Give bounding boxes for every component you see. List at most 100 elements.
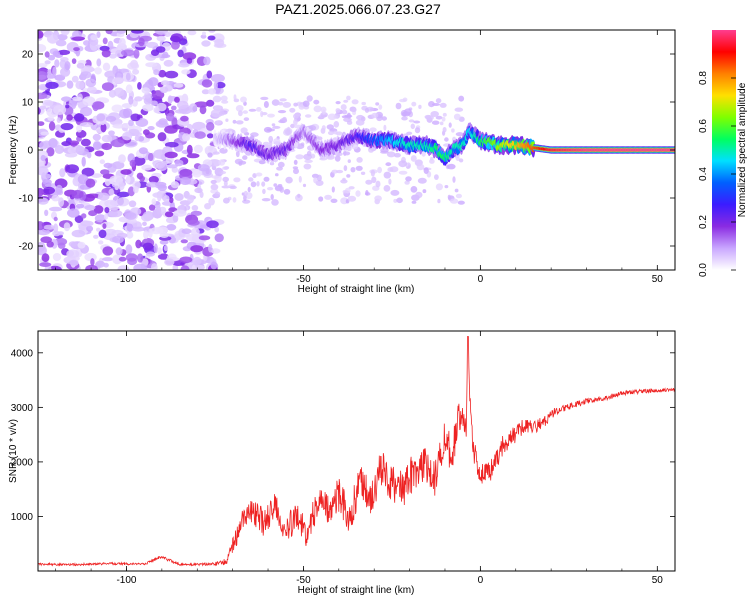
noise-blob	[120, 169, 132, 175]
scatter-blob	[375, 102, 380, 106]
scatter-blob	[214, 191, 221, 197]
noise-blob	[155, 46, 166, 53]
scatter-blob	[321, 125, 326, 131]
noise-blob	[102, 62, 111, 71]
spectrogram-x-axis-label: Height of straight line (km)	[298, 284, 415, 295]
scatter-blob	[255, 107, 262, 112]
scatter-blob	[276, 166, 283, 171]
snr-y-tick-label: 4000	[11, 348, 34, 359]
scatter-blob	[417, 177, 427, 184]
noise-blob	[38, 92, 48, 100]
scatter-blob	[233, 177, 241, 183]
noise-blob	[151, 90, 165, 100]
noise-blob	[212, 105, 223, 111]
scatter-blob	[269, 161, 275, 166]
noise-blob	[172, 214, 179, 223]
noise-blob	[173, 82, 184, 88]
scatter-blob	[327, 113, 337, 121]
noise-blob	[60, 123, 74, 131]
scatter-blob	[293, 118, 298, 126]
noise-blob	[145, 62, 158, 68]
noise-blob	[47, 34, 59, 44]
scatter-blob	[272, 125, 281, 129]
noise-blob	[94, 214, 107, 223]
scatter-blob	[458, 158, 464, 163]
noise-blob	[113, 87, 125, 97]
noise-blob	[105, 115, 117, 122]
noise-blob	[108, 130, 115, 136]
noise-blob	[61, 141, 71, 147]
noise-blob	[38, 187, 44, 197]
scatter-blob	[313, 177, 317, 184]
scatter-blob	[295, 194, 303, 202]
scatter-blob	[416, 163, 425, 171]
noise-blob	[128, 200, 137, 208]
noise-blob	[101, 49, 111, 58]
noise-blob	[117, 265, 130, 270]
spectrogram-ticks: -100 -50 0 50 20 10 0 -10 -20	[19, 30, 675, 285]
scatter-blob	[212, 151, 220, 155]
noise-blob	[210, 179, 217, 185]
scatter-blob	[293, 159, 298, 165]
noise-blob	[169, 197, 174, 204]
scatter-blob	[340, 179, 348, 184]
colorbar-ticks: 0.0 0.2 0.4 0.6 0.8	[698, 71, 736, 277]
noise-blob	[182, 52, 197, 61]
noise-blob	[71, 96, 83, 102]
scatter-blob	[346, 174, 351, 178]
noise-blob	[210, 74, 225, 83]
scatter-blob	[293, 102, 298, 107]
colorbar-label: Normalized spectral amplitude	[737, 82, 748, 217]
noise-blob	[206, 133, 214, 139]
noise-blob	[57, 231, 64, 236]
scatter-blob	[324, 194, 332, 200]
scatter-blob	[347, 159, 351, 164]
scatter-blob	[399, 98, 407, 103]
noise-blob	[80, 71, 92, 79]
scatter-blob	[370, 169, 375, 177]
noise-blob	[104, 70, 118, 79]
noise-blob	[213, 81, 218, 90]
scatter-blob	[277, 161, 285, 168]
noise-blob	[38, 44, 47, 53]
scatter-blob	[326, 124, 334, 130]
colorbar-tick-label: 0.2	[698, 215, 709, 229]
noise-blob	[142, 221, 147, 226]
noise-blob	[57, 34, 68, 41]
colorbar-tick-label: 0.4	[698, 167, 709, 181]
scatter-blob	[290, 123, 295, 129]
noise-blob	[133, 263, 148, 270]
snr-x-tick-label: 50	[652, 575, 664, 586]
noise-blob	[39, 141, 48, 150]
noise-blob	[104, 207, 110, 214]
noise-blob	[96, 227, 101, 232]
noise-blob	[94, 150, 105, 157]
scatter-blob	[305, 114, 312, 118]
noise-blob	[105, 30, 113, 35]
scatter-blob	[283, 188, 291, 195]
scatter-blob	[385, 162, 392, 167]
noise-blob	[102, 257, 114, 262]
noise-blob	[156, 35, 166, 42]
spectrogram-y-tick-label: -10	[19, 194, 34, 205]
noise-blob	[90, 173, 102, 179]
noise-blob	[141, 87, 151, 94]
noise-blob	[199, 224, 209, 229]
noise-blob	[38, 30, 44, 39]
noise-blob	[131, 226, 145, 232]
noise-blob	[210, 248, 221, 254]
scatter-blob	[222, 166, 229, 170]
scatter-blob	[335, 108, 341, 113]
scatter-blob	[393, 152, 401, 158]
noise-blob	[82, 96, 96, 106]
noise-blob	[125, 84, 133, 94]
noise-blob	[46, 147, 55, 157]
noise-blob	[137, 82, 142, 90]
noise-blob	[164, 141, 179, 148]
noise-blob	[141, 213, 152, 222]
noise-blob	[143, 230, 149, 240]
noise-blob	[104, 213, 109, 220]
noise-blob	[207, 35, 216, 41]
noise-blob	[116, 191, 130, 198]
noise-blob	[48, 138, 58, 148]
